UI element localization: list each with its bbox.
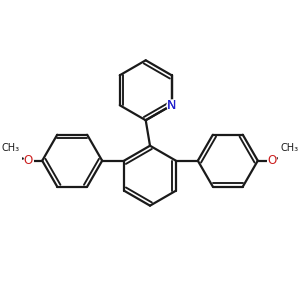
Text: N: N [167,99,176,112]
Text: CH₃: CH₃ [280,143,298,153]
Text: N: N [167,99,176,112]
Text: O: O [23,154,33,167]
Text: CH₃: CH₃ [2,143,20,153]
Text: O: O [267,154,277,167]
